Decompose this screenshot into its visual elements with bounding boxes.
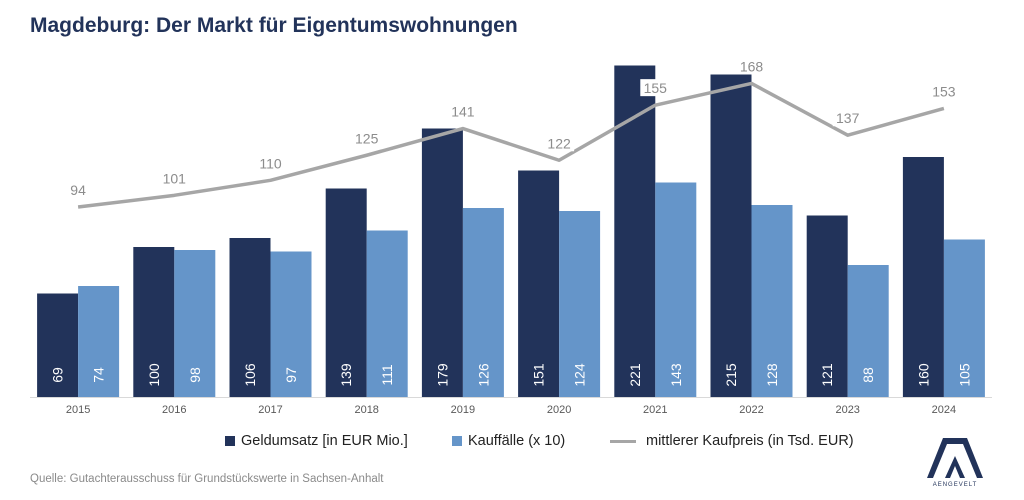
data-label-kaufpreis-2023: 137 [836, 110, 860, 126]
data-label-kaufpreis-2020: 122 [547, 135, 571, 151]
data-label-kaufpreis-2018: 125 [355, 130, 379, 146]
aengevelt-logo: AENGEVELT [915, 432, 995, 492]
bar-geldumsatz-2018 [325, 188, 367, 397]
data-label-geldumsatz-2017: 106 [242, 363, 258, 387]
x-tick-label-2015: 2015 [66, 404, 90, 416]
data-label-kaufpreis-2017: 110 [259, 155, 282, 171]
legend-swatch-kauffaelle [452, 436, 462, 446]
chart-plot: 69 74 2015 100 98 2016 106 97 2017 139 111 2018 179 1… [30, 57, 992, 416]
x-tick-label-2022: 2022 [739, 404, 763, 416]
chart-title: Magdeburg: Der Markt für Eigentumswohnun… [30, 14, 518, 37]
bar-kauffaelle-2020 [559, 211, 601, 397]
bar-geldumsatz-2015 [37, 293, 79, 397]
x-tick-label-2019: 2019 [451, 404, 475, 416]
label-bg-kaufpreis-2020 [544, 134, 575, 152]
data-label-kauffaelle-2023: 88 [860, 367, 876, 383]
data-label-kauffaelle-2018: 111 [379, 364, 395, 385]
label-bg-kaufpreis-2023 [832, 109, 863, 127]
data-label-kauffaelle-2019: 126 [475, 363, 491, 387]
data-label-kauffaelle-2022: 128 [764, 363, 780, 387]
label-bg-kaufpreis-2024 [928, 82, 959, 100]
data-label-kauffaelle-2017: 97 [283, 367, 299, 383]
bar-geldumsatz-2024 [902, 157, 944, 397]
legend-label-geldumsatz: Geldumsatz [in EUR Mio.] [241, 433, 408, 449]
data-label-kaufpreis-2019: 141 [451, 104, 475, 120]
data-label-kaufpreis-2024: 153 [932, 83, 956, 99]
data-label-geldumsatz-2018: 139 [338, 363, 354, 387]
legend-item-kauffaelle: Kauffälle (x 10) [452, 433, 565, 449]
data-label-kauffaelle-2020: 124 [572, 363, 588, 387]
data-label-kauffaelle-2024: 105 [956, 363, 972, 387]
label-bg-kaufpreis-2018 [351, 129, 382, 147]
x-tick-label-2020: 2020 [547, 404, 571, 416]
data-label-geldumsatz-2024: 160 [915, 363, 931, 387]
bar-kauffaelle-2021 [655, 182, 697, 397]
data-label-kaufpreis-2021: 155 [644, 80, 668, 96]
data-label-geldumsatz-2022: 215 [723, 363, 739, 387]
legend-label-kaufpreis: mittlerer Kaufpreis (in Tsd. EUR) [646, 433, 854, 449]
data-label-geldumsatz-2020: 151 [531, 363, 547, 387]
data-label-geldumsatz-2015: 69 [50, 367, 66, 383]
x-tick-label-2016: 2016 [162, 404, 186, 416]
logo-text: AENGEVELT [932, 482, 978, 488]
bar-geldumsatz-2017 [229, 238, 271, 397]
data-label-kauffaelle-2016: 98 [187, 367, 203, 383]
bar-kauffaelle-2023 [847, 265, 889, 397]
x-tick-label-2024: 2024 [932, 404, 956, 416]
data-label-kauffaelle-2021: 143 [668, 363, 684, 387]
data-label-kaufpreis-2016: 101 [163, 170, 187, 186]
bar-geldumsatz-2023 [806, 215, 848, 397]
label-bg-kaufpreis-2019 [447, 102, 478, 120]
bar-geldumsatz-2016 [133, 247, 175, 397]
source-note: Quelle: Gutachterausschuss für Grundstüc… [30, 473, 384, 485]
bar-geldumsatz-2020 [518, 170, 560, 397]
label-bg-kaufpreis-2015 [63, 181, 94, 199]
legend-item-kaufpreis: mittlerer Kaufpreis (in Tsd. EUR) [610, 433, 854, 449]
legend-swatch-geldumsatz [225, 436, 235, 446]
bar-kauffaelle-2015 [78, 286, 120, 397]
bar-kauffaelle-2017 [270, 251, 312, 397]
legend-swatch-kaufpreis [610, 439, 636, 443]
bar-kauffaelle-2022 [751, 205, 793, 397]
data-label-geldumsatz-2019: 179 [434, 363, 450, 387]
x-tick-label-2018: 2018 [354, 404, 378, 416]
bar-kauffaelle-2018 [366, 230, 408, 397]
bar-kauffaelle-2016 [174, 250, 216, 397]
bar-geldumsatz-2022 [710, 74, 752, 397]
data-label-kauffaelle-2015: 74 [91, 367, 107, 383]
label-bg-kaufpreis-2022 [736, 57, 767, 75]
chart-legend: Geldumsatz [in EUR Mio.] Kauffälle (x 10… [0, 433, 1024, 457]
x-tick-label-2021: 2021 [643, 404, 667, 416]
label-bg-kaufpreis-2017 [255, 154, 286, 172]
data-label-geldumsatz-2021: 221 [627, 363, 643, 387]
data-label-geldumsatz-2023: 121 [819, 363, 835, 387]
data-label-kaufpreis-2015: 94 [70, 182, 86, 198]
legend-label-kauffaelle: Kauffälle (x 10) [468, 433, 566, 449]
data-label-geldumsatz-2016: 100 [146, 363, 162, 387]
data-label-kaufpreis-2022: 168 [740, 58, 764, 74]
bar-geldumsatz-2019 [421, 128, 463, 397]
bar-kauffaelle-2024 [943, 239, 985, 397]
label-bg-kaufpreis-2021 [640, 79, 671, 97]
bar-geldumsatz-2021 [614, 65, 656, 397]
line-kaufpreis [77, 81, 945, 209]
label-bg-kaufpreis-2016 [159, 169, 190, 187]
x-tick-label-2017: 2017 [258, 404, 282, 416]
x-tick-label-2023: 2023 [835, 404, 859, 416]
bar-kauffaelle-2019 [462, 208, 504, 397]
logo-mark-icon [927, 438, 983, 478]
legend-item-geldumsatz: Geldumsatz [in EUR Mio.] [225, 433, 408, 449]
